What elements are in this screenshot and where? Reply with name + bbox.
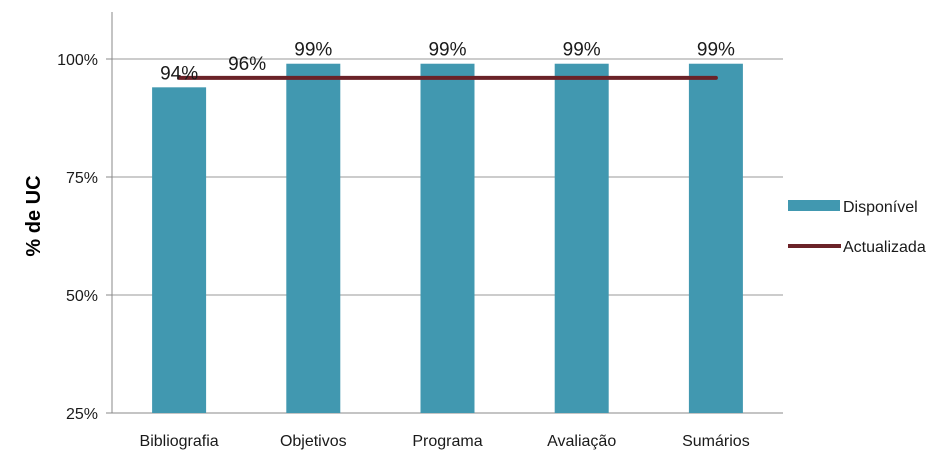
y-tick-label: 25%: [66, 406, 98, 423]
x-tick-label: Avaliação: [547, 433, 616, 450]
x-tick-labels: Bibliografia Objetivos Programa Avaliação Su…: [140, 433, 750, 450]
y-axis-title: % de UC: [23, 175, 45, 256]
legend-label: Disponível: [843, 199, 918, 216]
bar-data-label: 94%: [160, 63, 198, 84]
bar: [554, 63, 609, 413]
bar-data-label: 99%: [428, 40, 466, 61]
y-tick-label: 50%: [66, 288, 98, 305]
y-tick-labels: 25% 50% 75% 100%: [57, 52, 98, 423]
x-tick-label: Programa: [412, 433, 482, 450]
x-tick-label: Bibliografia: [140, 433, 219, 450]
bar: [152, 87, 207, 413]
bar: [286, 63, 341, 413]
bars: [152, 63, 743, 413]
x-tick-label: Objetivos: [280, 433, 347, 450]
y-tick-label: 75%: [66, 170, 98, 187]
x-tick-label: Sumários: [682, 433, 750, 450]
bar-data-label: 99%: [294, 40, 332, 61]
data-labels: 94% 99% 99% 99% 99% 96%: [160, 40, 735, 85]
bar: [420, 63, 475, 413]
legend-label: Actualizada: [843, 239, 926, 256]
legend: Disponível Actualizada: [788, 199, 926, 256]
legend-swatch-bar: [788, 200, 840, 211]
bar: [688, 63, 743, 413]
y-tick-label: 100%: [57, 52, 98, 69]
bar-data-label: 99%: [563, 40, 601, 61]
line-data-label: 96%: [228, 54, 266, 75]
bar-data-label: 99%: [697, 40, 735, 61]
